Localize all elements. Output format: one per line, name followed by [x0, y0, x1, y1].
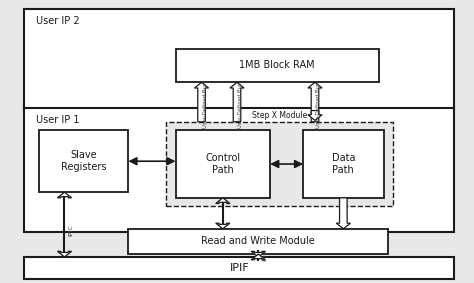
- Text: Slave
Registers: Slave Registers: [61, 150, 106, 172]
- FancyArrow shape: [57, 192, 72, 198]
- FancyArrow shape: [251, 254, 265, 260]
- FancyArrow shape: [230, 82, 244, 122]
- Text: Read and Write Module: Read and Write Module: [201, 237, 315, 246]
- FancyArrow shape: [216, 223, 230, 229]
- Text: User-Defined Bus: User-Defined Bus: [316, 82, 321, 128]
- FancyArrow shape: [336, 198, 350, 229]
- Bar: [24, 257, 455, 280]
- Text: User IP 2: User IP 2: [36, 16, 80, 26]
- Bar: [175, 130, 270, 198]
- Text: IPIC: IPIC: [263, 250, 267, 261]
- Bar: [303, 130, 383, 198]
- Text: IPIC: IPIC: [69, 224, 74, 236]
- Bar: [38, 130, 128, 192]
- FancyArrow shape: [308, 111, 322, 120]
- Bar: [128, 229, 388, 254]
- Bar: [175, 49, 379, 82]
- Text: IPIF: IPIF: [229, 263, 249, 273]
- Text: Data
Path: Data Path: [332, 153, 355, 175]
- FancyArrow shape: [194, 82, 209, 122]
- Text: Step X Module: Step X Module: [252, 112, 308, 120]
- Bar: [24, 108, 455, 231]
- Bar: [24, 9, 455, 111]
- Text: 1MB Block RAM: 1MB Block RAM: [239, 61, 315, 70]
- FancyArrow shape: [308, 82, 322, 122]
- Text: User-Defined Bus: User-Defined Bus: [203, 82, 208, 128]
- Bar: [166, 122, 393, 206]
- FancyArrow shape: [57, 251, 72, 257]
- Text: Control
Path: Control Path: [205, 153, 240, 175]
- Text: User-Defined Bus: User-Defined Bus: [238, 82, 243, 128]
- FancyArrow shape: [251, 251, 265, 257]
- Text: User IP 1: User IP 1: [36, 115, 80, 125]
- FancyArrow shape: [216, 198, 230, 203]
